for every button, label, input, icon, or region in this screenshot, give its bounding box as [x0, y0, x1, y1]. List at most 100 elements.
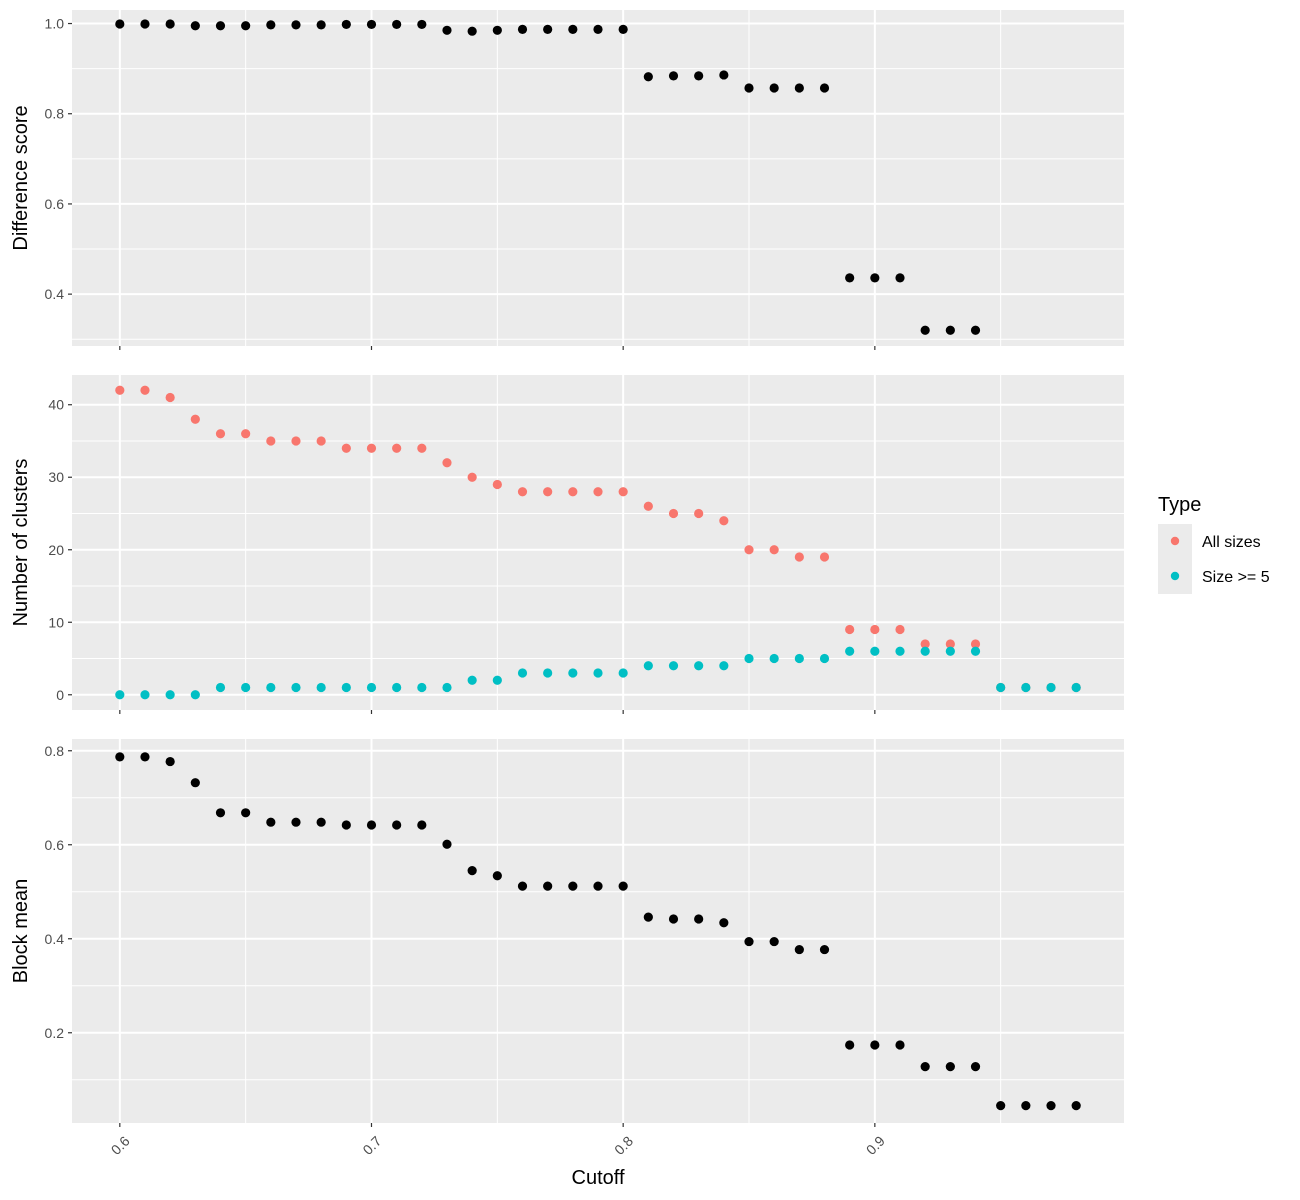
y-tick-label: 0.8: [45, 743, 65, 759]
data-point: [291, 817, 301, 827]
data-point: [517, 668, 528, 678]
data-point: [316, 817, 326, 827]
data-point: [517, 487, 528, 497]
panel-background: [72, 739, 1124, 1123]
data-point: [165, 392, 175, 403]
data-point: [945, 325, 955, 335]
data-point: [618, 668, 628, 678]
data-point: [165, 19, 175, 29]
x-tick-label: 0.6: [108, 1133, 133, 1158]
data-point: [417, 443, 427, 453]
data-point: [291, 682, 301, 693]
data-point: [190, 414, 200, 424]
data-point: [316, 682, 326, 693]
data-point: [945, 1061, 955, 1072]
data-point: [492, 479, 502, 490]
y-tick-label: 20: [48, 542, 64, 558]
series-1: [115, 752, 1081, 1111]
data-point: [241, 808, 251, 818]
data-point: [568, 24, 578, 34]
data-point: [643, 912, 653, 922]
data-point: [769, 545, 779, 555]
data-point: [618, 487, 628, 497]
data-point: [870, 624, 880, 635]
series-1: [115, 385, 1081, 693]
y-tick-label: 0.8: [45, 106, 65, 122]
data-point: [794, 653, 804, 664]
data-point: [845, 273, 855, 283]
data-point: [442, 25, 452, 35]
y-tick-label: 10: [48, 614, 64, 630]
data-point: [115, 690, 125, 700]
y-tick-label: 0.6: [45, 837, 65, 853]
data-point: [870, 1040, 880, 1050]
y-tick-label: 0.2: [45, 1025, 65, 1041]
data-point: [970, 639, 981, 649]
panel-2: 0 10 20 30 40 Number of clusters: [10, 375, 1124, 714]
panel-background: [72, 375, 1124, 710]
data-point: [1046, 682, 1056, 693]
legend: Type All sizes Size >= 5: [1158, 494, 1270, 594]
data-point: [115, 19, 125, 29]
data-point: [467, 675, 477, 685]
data-point: [543, 668, 553, 678]
data-point: [970, 1061, 981, 1072]
data-point: [819, 83, 830, 93]
data-point: [543, 881, 553, 891]
data-point: [366, 820, 377, 830]
data-point: [920, 639, 930, 649]
data-point: [920, 1061, 930, 1072]
data-point: [744, 545, 754, 555]
data-point: [366, 443, 377, 453]
y-tick-label: 0: [56, 687, 64, 703]
data-point: [668, 661, 679, 671]
panel-background: [72, 10, 1124, 346]
data-point: [618, 24, 628, 34]
data-point: [694, 661, 704, 671]
data-point: [165, 690, 175, 700]
data-point: [316, 436, 326, 446]
data-point: [744, 653, 754, 664]
data-point: [517, 24, 528, 34]
data-point: [870, 273, 880, 283]
data-point: [341, 820, 351, 830]
y-axis-title: Difference score: [10, 105, 32, 250]
panels: 0.4 0.6 0.8 1.0 Difference score 0 10 20 30 40 Num…: [10, 10, 1124, 1127]
data-point: [165, 756, 175, 767]
data-point: [694, 71, 704, 81]
data-point: [568, 881, 578, 891]
data-point: [266, 682, 276, 693]
data-point: [467, 26, 477, 36]
data-point: [668, 508, 679, 519]
legend-title: Type: [1158, 494, 1201, 516]
x-axis: 0.6 0.7 0.8 0.9: [108, 1133, 888, 1158]
data-point: [190, 21, 200, 31]
data-point: [845, 646, 855, 656]
data-point: [769, 83, 779, 93]
series-1: [115, 19, 981, 335]
data-point: [895, 273, 905, 283]
y-tick-label: 1.0: [45, 16, 65, 32]
data-point: [392, 682, 402, 693]
legend-key-background: [1158, 524, 1192, 594]
data-point: [819, 552, 830, 562]
data-point: [568, 487, 578, 497]
data-point: [392, 19, 402, 30]
data-point: [241, 21, 251, 31]
data-point: [945, 639, 955, 649]
data-point: [442, 839, 452, 849]
data-point: [215, 808, 226, 818]
data-point: [190, 690, 200, 700]
data-point: [1071, 682, 1081, 693]
data-point: [870, 646, 880, 656]
data-point: [945, 646, 955, 656]
data-point: [316, 20, 326, 30]
data-point: [1021, 1101, 1031, 1111]
data-point: [215, 429, 226, 439]
data-point: [140, 385, 150, 395]
data-point: [668, 914, 679, 924]
data-point: [794, 944, 804, 955]
data-point: [719, 516, 729, 526]
data-point: [769, 653, 779, 664]
